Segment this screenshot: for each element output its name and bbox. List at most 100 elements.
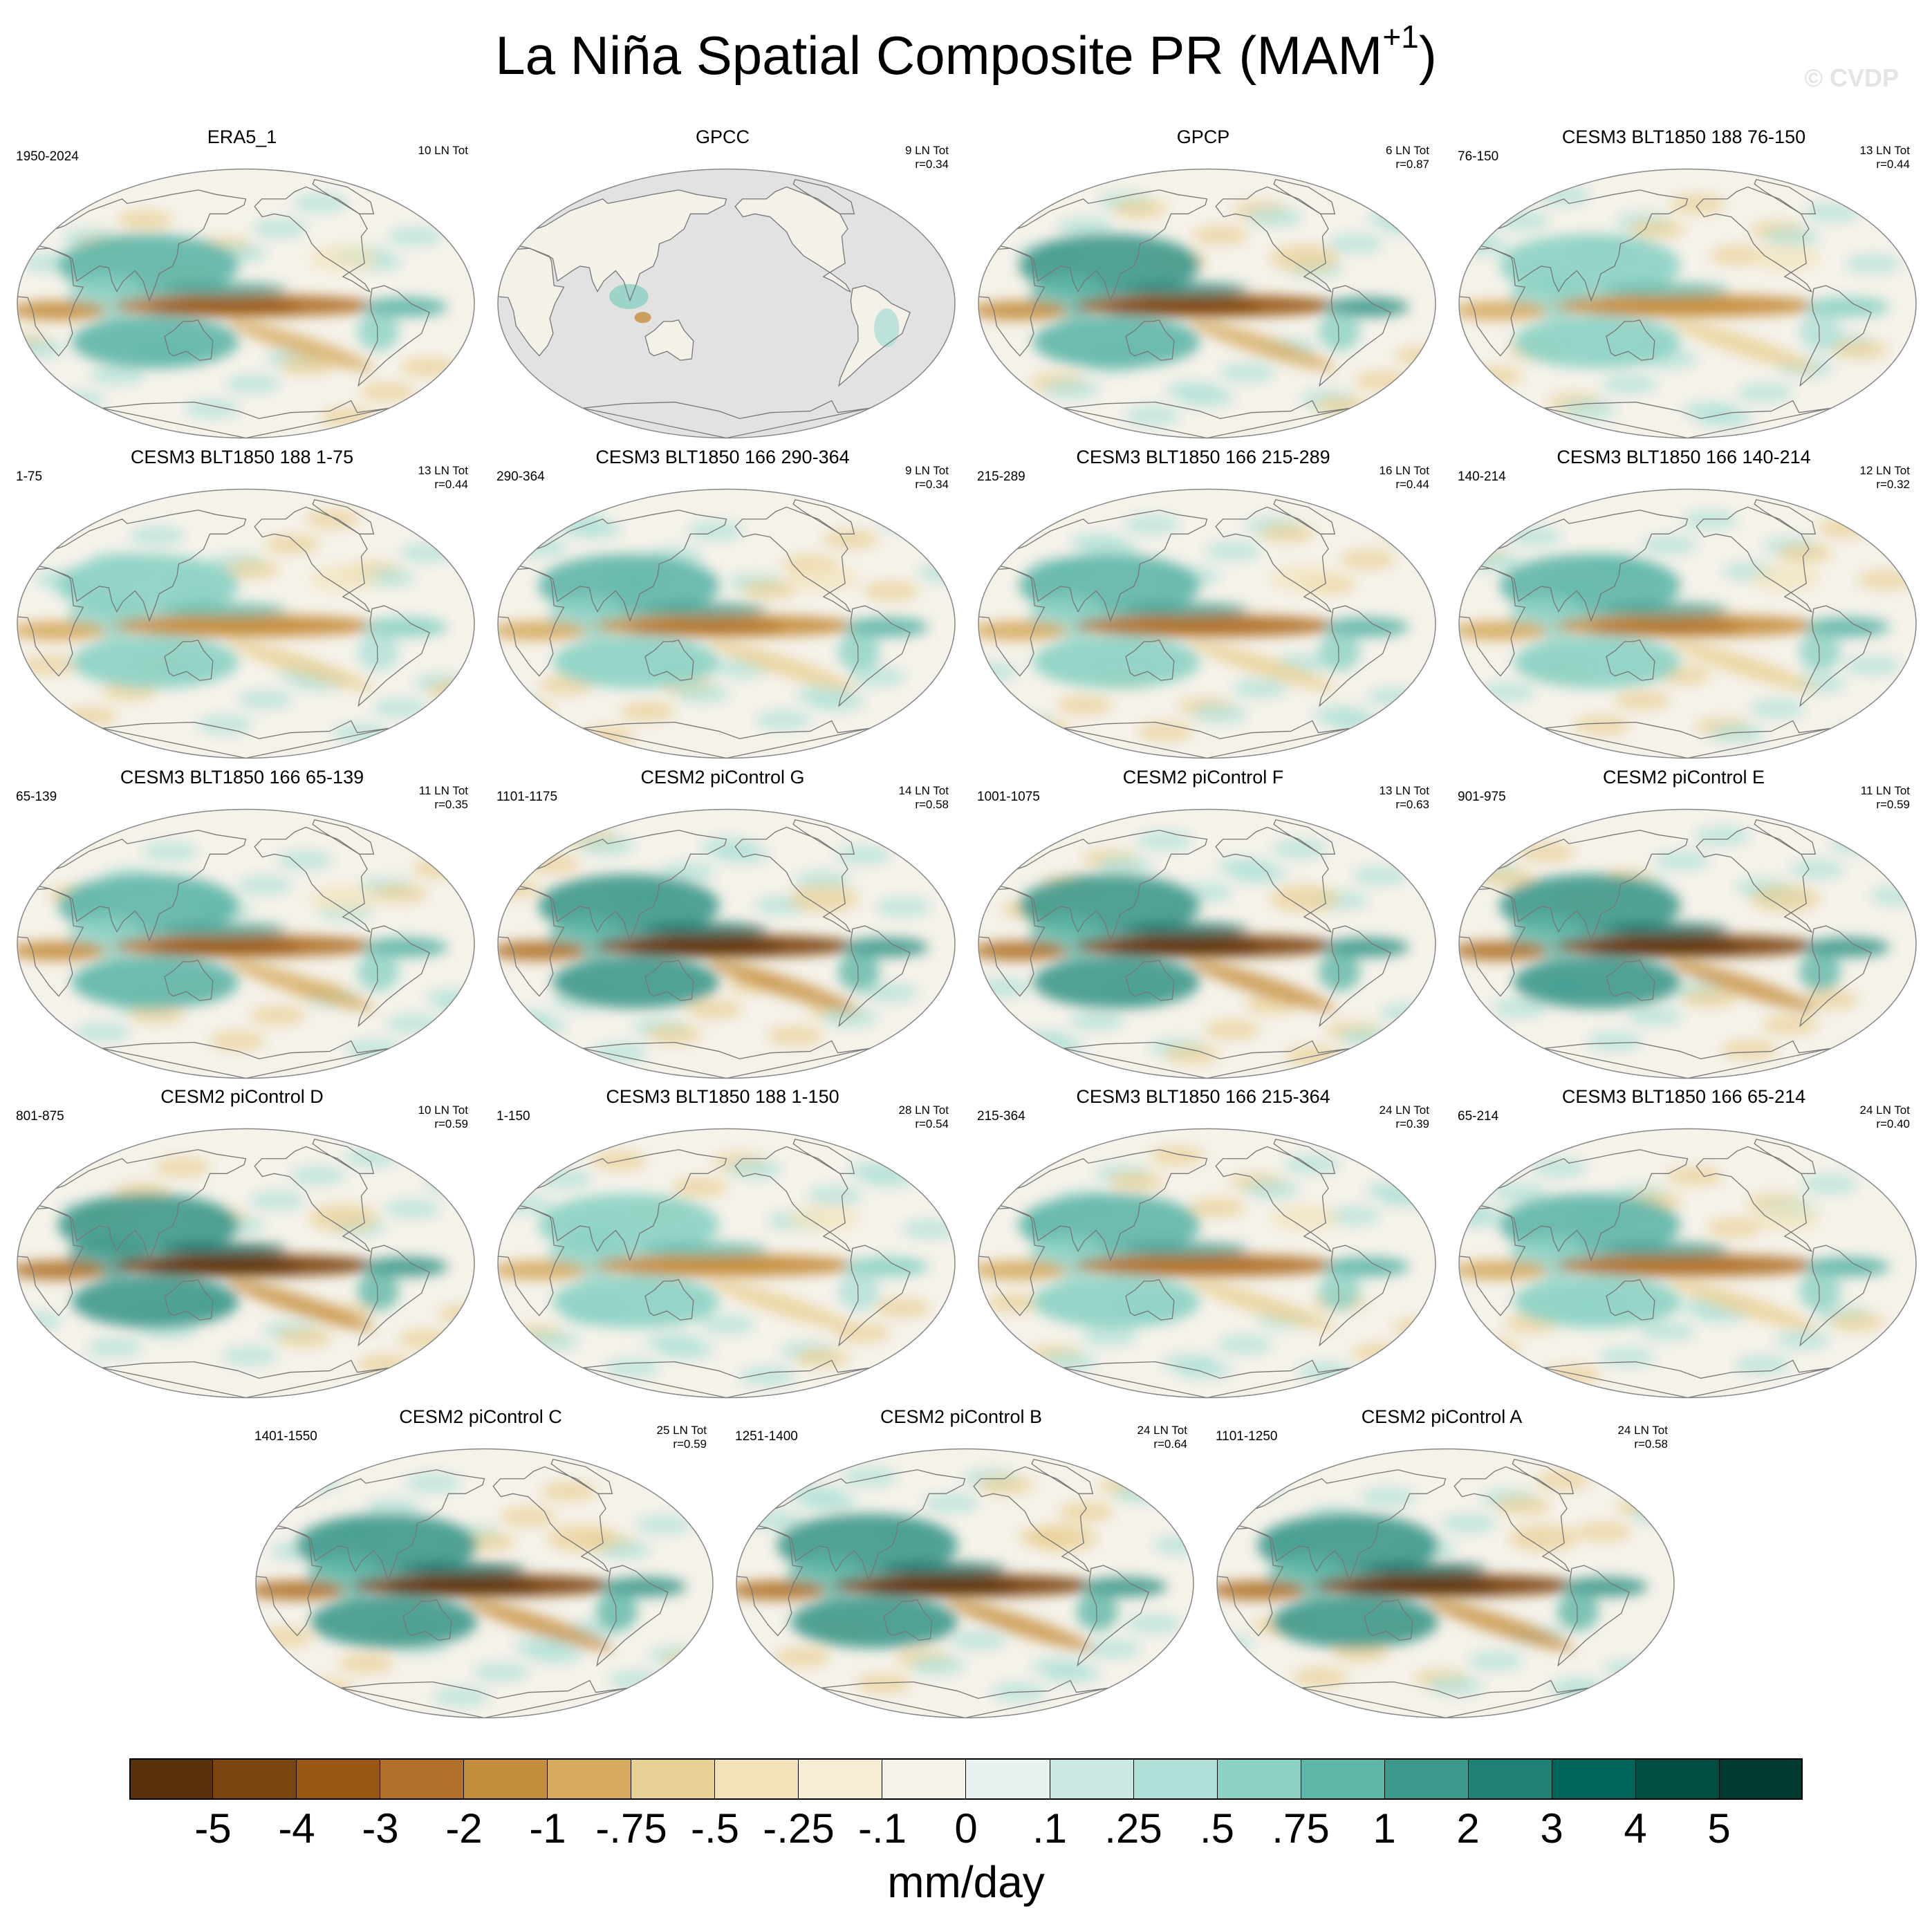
colorbar-tick-label: 0	[954, 1805, 978, 1852]
north-america-coastline	[1696, 826, 1813, 933]
north-america-coastline	[254, 826, 371, 933]
event-count: 16 LN Tot	[1379, 464, 1429, 477]
colorbar-swatch	[1217, 1758, 1301, 1800]
coastlines	[17, 178, 430, 438]
panel-years: 65-139	[16, 790, 57, 804]
eurasia-coastline	[509, 510, 727, 622]
precip-anomaly-map	[1216, 1448, 1675, 1719]
australia-coastline	[1125, 640, 1175, 681]
antarctica-coastline	[1543, 1040, 1832, 1079]
panel-title: CESM3 BLT1850 188 76-150	[1561, 127, 1806, 147]
map-border	[978, 808, 1436, 1079]
colorbar-swatch	[1719, 1758, 1803, 1800]
africa-coastline	[256, 1527, 323, 1637]
south-america-coastline	[1319, 1245, 1391, 1347]
panel-title: CESM2 piControl B	[880, 1406, 1043, 1427]
map-panel: CESM2 piControl A 1101-1250 24 LN Tot r=0.5…	[1203, 1406, 1680, 1720]
coastlines	[1459, 499, 1872, 758]
map-border	[736, 1448, 1194, 1719]
australia-coastline	[164, 319, 214, 361]
colorbar-tick-label: -.5	[690, 1805, 740, 1852]
pattern-correlation: r=0.35	[434, 798, 468, 811]
map-border	[255, 1448, 714, 1719]
south-america-coastline	[357, 925, 430, 1027]
south-america-coastline	[1319, 605, 1391, 707]
map-border	[978, 1128, 1436, 1399]
watermark: © CVDP	[1804, 64, 1899, 92]
map-border	[497, 1128, 956, 1399]
colorbar-tick-label: -3	[362, 1805, 399, 1852]
panel-years: 65-214	[1458, 1109, 1499, 1124]
colorbar-swatch	[966, 1758, 1050, 1800]
pattern-correlation: r=0.54	[915, 1117, 949, 1130]
australia-coastline	[644, 1279, 694, 1321]
coastlines	[978, 499, 1391, 758]
map-border	[1458, 488, 1917, 759]
south-america-coastline	[1799, 285, 1872, 387]
map-panel: CESM2 piControl E 901-975 11 LN Tot r=0.59	[1445, 766, 1922, 1081]
north-america-coastline	[1215, 826, 1332, 933]
greenland-coastline	[1031, 1458, 1094, 1494]
coastlines	[978, 178, 1391, 438]
event-count: 24 LN Tot	[1379, 1104, 1429, 1117]
eurasia-coastline	[28, 830, 247, 942]
eurasia-coastline	[990, 510, 1208, 622]
antarctica-coastline	[582, 1040, 871, 1079]
north-america-coastline	[973, 1466, 1090, 1572]
south-america-coastline	[357, 1245, 430, 1347]
colorbar-tick-label: 2	[1456, 1805, 1480, 1852]
panel-title: GPCC	[695, 127, 750, 147]
panel-stats: 13 LN Tot r=0.44	[1860, 144, 1910, 171]
africa-coastline	[978, 888, 1046, 997]
panel-stats: 10 LN Tot	[418, 144, 468, 158]
colorbar-tick-label: .25	[1104, 1805, 1162, 1852]
coastlines	[498, 178, 911, 438]
anomaly-field	[736, 1467, 1193, 1702]
precip-anomaly-map	[1458, 168, 1917, 439]
antarctica-coastline	[102, 720, 390, 758]
map-panel: CESM2 piControl F 1001-1075 13 LN Tot r=0.6…	[965, 766, 1442, 1081]
eurasia-coastline	[1470, 189, 1689, 302]
colorbar-swatch	[297, 1758, 381, 1800]
map-border	[1458, 1128, 1917, 1399]
antarctica-coastline	[102, 400, 390, 438]
antarctica-coastline	[340, 1679, 629, 1718]
colorbar-swatch	[1384, 1758, 1469, 1800]
north-america-coastline	[734, 506, 852, 613]
coastlines	[978, 1138, 1391, 1398]
south-america-coastline	[357, 605, 430, 707]
australia-coastline	[1125, 960, 1175, 1001]
map-panel: CESM3 BLT1850 188 1-150 1-150 28 LN Tot r=0…	[484, 1086, 961, 1400]
anomaly-field	[1459, 826, 1916, 1068]
greenland-coastline	[312, 499, 375, 534]
precip-anomaly-map	[17, 808, 475, 1079]
event-count: 11 LN Tot	[418, 784, 468, 797]
coastlines	[1459, 178, 1872, 438]
panel-stats: 14 LN Tot r=0.58	[899, 784, 949, 812]
north-america-coastline	[1696, 186, 1813, 292]
precip-anomaly-map	[497, 1128, 956, 1399]
colorbar-swatch	[129, 1758, 214, 1800]
greenland-coastline	[1754, 178, 1817, 214]
precip-anomaly-map	[978, 488, 1436, 759]
event-count: 12 LN Tot	[1859, 464, 1910, 477]
north-america-coastline	[254, 186, 371, 292]
greenland-coastline	[312, 178, 375, 214]
greenland-coastline	[792, 819, 855, 855]
greenland-coastline	[1754, 499, 1817, 534]
map-border	[1458, 168, 1917, 439]
africa-coastline	[1217, 1527, 1284, 1637]
colorbar-swatch	[715, 1758, 799, 1800]
panel-title: ERA5_1	[207, 127, 277, 147]
coastlines	[1217, 1458, 1630, 1718]
panel-title: CESM2 piControl F	[1122, 767, 1284, 788]
precip-anomaly-map	[17, 1128, 475, 1399]
panel-years: 215-289	[977, 469, 1025, 484]
africa-coastline	[498, 888, 565, 997]
south-america-coastline	[1077, 1565, 1149, 1667]
coastlines	[17, 1138, 430, 1398]
greenland-coastline	[550, 1458, 613, 1494]
panel-stats: 12 LN Tot r=0.32	[1860, 464, 1910, 492]
panel-years: 290-364	[496, 469, 545, 484]
colorbar-swatch	[1552, 1758, 1636, 1800]
